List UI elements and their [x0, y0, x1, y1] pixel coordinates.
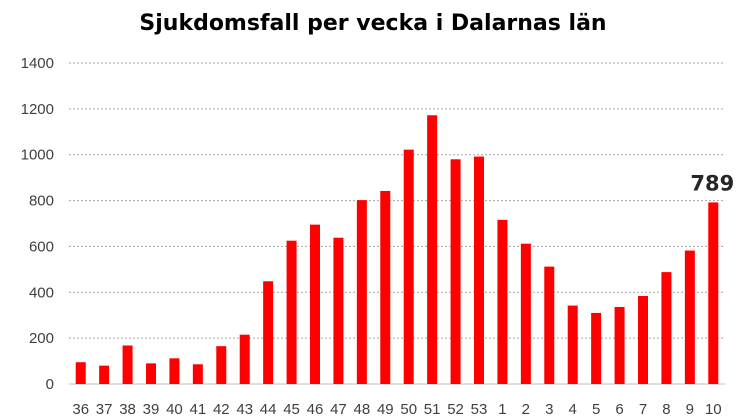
- x-axis-ticks: 36 37 38 39 40 41 42 43 44 45 46 47 48 49 50 51 52 53 1 2 3 4…: [72, 401, 721, 418]
- bar: [403, 149, 414, 384]
- y-axis-ticks: 0 200 400 600 800 1000 1200 1400: [21, 55, 54, 393]
- x-tick-label: 49: [377, 401, 394, 418]
- x-tick-label: 1: [498, 401, 506, 418]
- bar: [122, 345, 133, 384]
- data-labels: 789: [690, 171, 734, 195]
- bar: [333, 237, 344, 384]
- bar: [567, 305, 578, 384]
- data-label: 789: [690, 171, 734, 195]
- y-tick-label: 1000: [21, 147, 54, 164]
- bar: [638, 295, 648, 384]
- bar: [286, 240, 297, 384]
- x-tick-label: 43: [236, 401, 253, 418]
- bar: [169, 358, 180, 384]
- x-tick-label: 52: [447, 401, 464, 418]
- x-tick-label: 40: [166, 401, 183, 418]
- bar: [591, 312, 602, 384]
- y-tick-label: 1400: [21, 55, 54, 72]
- bar: [146, 363, 156, 384]
- bar: [75, 362, 86, 384]
- x-tick-label: 4: [569, 401, 577, 418]
- x-tick-label: 51: [424, 401, 441, 418]
- x-tick-label: 3: [545, 401, 553, 418]
- bar: [239, 334, 250, 384]
- x-tick-label: 46: [307, 401, 324, 418]
- bar: [216, 346, 227, 384]
- bar: [708, 202, 719, 384]
- bar: [450, 159, 461, 384]
- bar: [520, 243, 531, 384]
- x-tick-label: 10: [705, 401, 722, 418]
- x-tick-label: 7: [639, 401, 647, 418]
- bar: [614, 306, 625, 384]
- bar: [263, 281, 274, 384]
- x-tick-label: 38: [119, 401, 136, 418]
- x-tick-label: 37: [96, 401, 113, 418]
- x-tick-label: 41: [190, 401, 207, 418]
- y-tick-label: 1200: [21, 101, 54, 118]
- bar: [497, 219, 508, 384]
- bar: [427, 115, 438, 384]
- bars: [75, 115, 719, 384]
- chart-title: Sjukdomsfall per vecka i Dalarnas län: [139, 11, 606, 36]
- bar: [99, 365, 110, 384]
- x-tick-label: 53: [471, 401, 488, 418]
- bar: [356, 200, 367, 384]
- y-tick-label: 800: [29, 193, 54, 210]
- x-tick-label: 50: [400, 401, 417, 418]
- bar: [684, 250, 695, 384]
- y-tick-label: 200: [29, 330, 54, 347]
- bar: [661, 272, 672, 384]
- bar: [310, 224, 320, 384]
- bar: [544, 266, 555, 384]
- x-tick-label: 36: [72, 401, 89, 418]
- bar: [474, 156, 484, 384]
- x-tick-label: 2: [522, 401, 530, 418]
- x-tick-label: 42: [213, 401, 230, 418]
- bar: [192, 364, 203, 384]
- x-tick-label: 6: [615, 401, 623, 418]
- x-tick-label: 44: [260, 401, 277, 418]
- bar: [380, 190, 391, 384]
- x-tick-label: 8: [662, 401, 670, 418]
- gridlines: [69, 62, 725, 385]
- x-tick-label: 39: [143, 401, 160, 418]
- y-tick-label: 400: [29, 284, 54, 301]
- x-tick-label: 47: [330, 401, 347, 418]
- y-tick-label: 600: [29, 238, 54, 255]
- x-tick-label: 45: [283, 401, 300, 418]
- x-tick-label: 48: [354, 401, 371, 418]
- x-tick-label: 9: [686, 401, 694, 418]
- y-tick-label: 0: [46, 376, 54, 393]
- x-tick-label: 5: [592, 401, 600, 418]
